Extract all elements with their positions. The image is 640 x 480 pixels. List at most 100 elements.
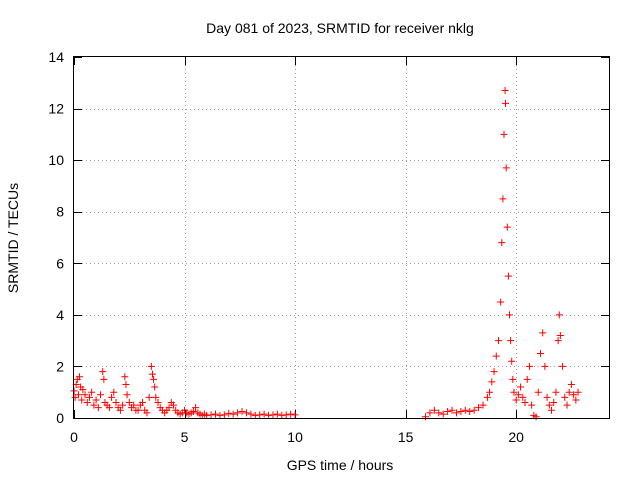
- data-point: [105, 404, 113, 412]
- data-point: [488, 378, 496, 386]
- data-point: [559, 362, 567, 370]
- x-tick-label: 5: [181, 429, 189, 445]
- data-point: [145, 393, 153, 401]
- y-tick-label: 2: [56, 358, 64, 374]
- x-tick-label: 0: [70, 429, 78, 445]
- x-tick-label: 10: [287, 429, 303, 445]
- y-tick-label: 12: [48, 101, 64, 117]
- data-point: [238, 408, 246, 416]
- data-point: [486, 388, 494, 396]
- data-point: [563, 401, 571, 409]
- data-point: [112, 399, 120, 407]
- data-point: [88, 388, 96, 396]
- data-point: [519, 393, 527, 401]
- data-point: [100, 375, 108, 383]
- data-point: [444, 408, 452, 416]
- data-point: [123, 391, 131, 399]
- y-tick-label: 8: [56, 204, 64, 220]
- data-point: [282, 411, 290, 419]
- data-point: [119, 401, 127, 409]
- data-point: [192, 404, 200, 412]
- data-point: [165, 404, 173, 412]
- x-tick-label: 15: [398, 429, 414, 445]
- data-point: [79, 386, 87, 394]
- data-point: [494, 337, 502, 345]
- data-point: [256, 411, 264, 419]
- y-tick-label: 10: [48, 152, 64, 168]
- data-point: [534, 388, 542, 396]
- data-point: [539, 329, 547, 337]
- data-point: [565, 388, 573, 396]
- data-point: [541, 362, 549, 370]
- chart-title: Day 081 of 2023, SRMTID for receiver nkl…: [206, 20, 474, 36]
- data-point: [211, 410, 219, 418]
- data-point: [503, 223, 511, 231]
- data-point: [154, 399, 162, 407]
- data-point: [483, 393, 491, 401]
- data-point: [225, 409, 233, 417]
- data-point: [81, 391, 89, 399]
- data-point: [517, 383, 525, 391]
- data-points: [70, 87, 582, 421]
- data-point: [452, 409, 460, 417]
- data-point: [273, 410, 281, 418]
- y-tick-label: 6: [56, 255, 64, 271]
- data-point: [552, 388, 560, 396]
- data-point: [242, 409, 250, 417]
- data-point: [550, 399, 558, 407]
- data-point: [134, 406, 142, 414]
- data-point: [269, 411, 277, 419]
- data-point: [78, 396, 86, 404]
- data-point: [506, 311, 514, 319]
- data-point: [499, 195, 507, 203]
- data-point: [525, 362, 533, 370]
- data-point: [260, 410, 268, 418]
- grid-lines: [74, 57, 609, 418]
- data-point: [507, 337, 515, 345]
- data-point: [514, 391, 522, 399]
- data-point: [567, 380, 575, 388]
- data-point: [94, 404, 102, 412]
- data-point: [247, 410, 255, 418]
- data-point: [498, 239, 506, 247]
- data-point: [561, 393, 569, 401]
- data-point: [110, 388, 118, 396]
- data-point: [555, 311, 563, 319]
- data-point: [207, 411, 215, 419]
- data-point: [220, 411, 228, 419]
- data-point: [108, 393, 116, 401]
- data-point: [536, 350, 544, 358]
- data-point: [139, 399, 147, 407]
- data-point: [470, 406, 478, 414]
- data-point: [83, 399, 91, 407]
- tick-labels: 0 5 10 15 20 0 2 4 6 8 10 12 14: [48, 49, 524, 445]
- data-point: [510, 388, 518, 396]
- plot-frame: [73, 56, 610, 419]
- data-point: [475, 404, 483, 412]
- data-point: [439, 410, 447, 418]
- data-point: [422, 413, 430, 421]
- data-point: [430, 406, 438, 414]
- data-point: [251, 411, 259, 419]
- data-point: [570, 391, 578, 399]
- y-tick-label: 0: [56, 410, 64, 426]
- data-point: [556, 331, 564, 339]
- data-point: [502, 99, 510, 107]
- data-point: [229, 410, 237, 418]
- data-point: [492, 352, 500, 360]
- data-point: [545, 401, 553, 409]
- data-point: [504, 272, 512, 280]
- data-point: [90, 401, 98, 409]
- data-point: [278, 411, 286, 419]
- data-point: [85, 393, 93, 401]
- data-point: [216, 411, 224, 419]
- data-point: [554, 337, 562, 345]
- x-tick-label: 20: [508, 429, 524, 445]
- data-point: [479, 401, 487, 409]
- data-point: [521, 399, 529, 407]
- data-point: [500, 130, 508, 138]
- data-point: [203, 411, 211, 419]
- data-point: [265, 411, 273, 419]
- data-point: [291, 411, 299, 419]
- data-point: [97, 391, 105, 399]
